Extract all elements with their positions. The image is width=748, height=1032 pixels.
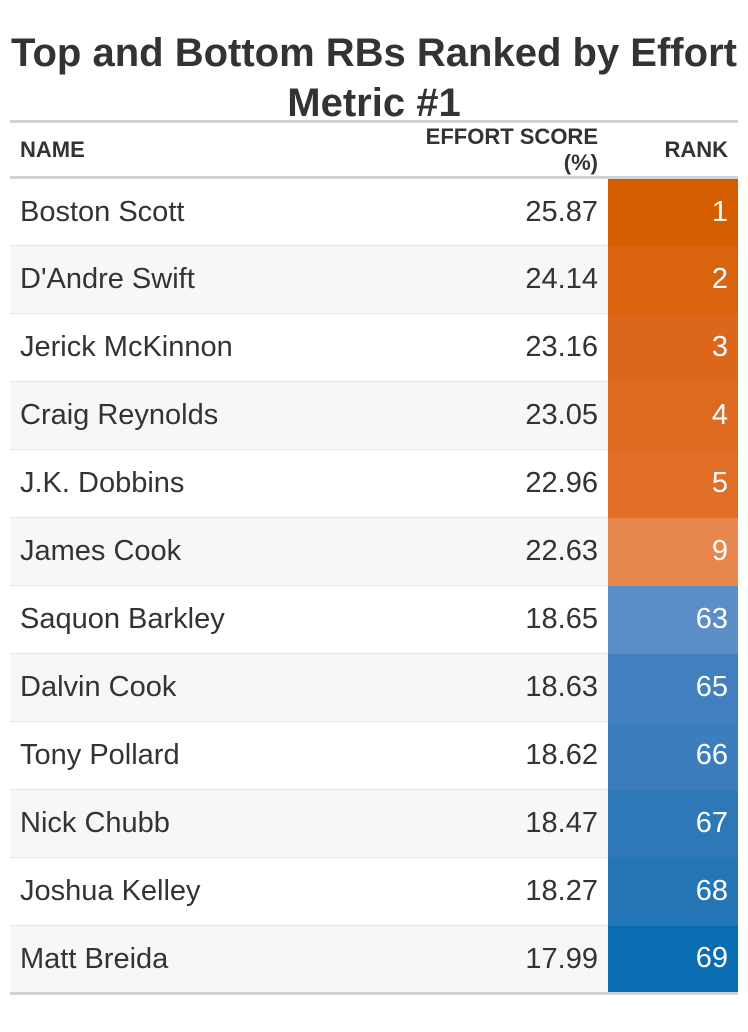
chart-title: Top and Bottom RBs Ranked by Effort Metr… <box>11 31 737 125</box>
header-name: NAME <box>10 121 388 179</box>
table-row: James Cook 22.63 9 <box>10 517 738 586</box>
rank-cell: 2 <box>608 245 738 314</box>
effort-score-cell: 18.47 <box>388 789 608 858</box>
table-row: Dalvin Cook 18.63 65 <box>10 653 738 722</box>
rank-cell: 63 <box>608 585 738 654</box>
effort-score-cell: 18.65 <box>388 585 608 654</box>
table-figure: Top and Bottom RBs Ranked by Effort Metr… <box>10 0 738 995</box>
rank-cell: 9 <box>608 517 738 586</box>
effort-score-cell: 17.99 <box>388 925 608 994</box>
player-name-cell: Dalvin Cook <box>10 653 388 722</box>
table-row: Matt Breida 17.99 69 <box>10 925 738 994</box>
table-row: Joshua Kelley 18.27 68 <box>10 857 738 926</box>
effort-score-cell: 22.96 <box>388 449 608 518</box>
effort-score-cell: 22.63 <box>388 517 608 586</box>
player-name-cell: D'Andre Swift <box>10 245 388 314</box>
ranking-table: NAME EFFORT SCORE (%) RANK Boston Scott 2… <box>10 120 738 995</box>
table-header: NAME EFFORT SCORE (%) RANK <box>10 121 738 179</box>
rank-cell: 66 <box>608 721 738 790</box>
rank-cell: 3 <box>608 313 738 382</box>
effort-score-cell: 23.05 <box>388 381 608 450</box>
effort-score-cell: 23.16 <box>388 313 608 382</box>
table-body: Boston Scott 25.87 1 D'Andre Swift 24.14 2 Jer… <box>10 177 738 994</box>
rank-cell: 1 <box>608 177 738 246</box>
player-name-cell: Joshua Kelley <box>10 857 388 926</box>
player-name-cell: Saquon Barkley <box>10 585 388 654</box>
rank-cell: 65 <box>608 653 738 722</box>
table-row: Craig Reynolds 23.05 4 <box>10 381 738 450</box>
rank-cell: 5 <box>608 449 738 518</box>
player-name-cell: J.K. Dobbins <box>10 449 388 518</box>
table-row: Nick Chubb 18.47 67 <box>10 789 738 858</box>
table-row: D'Andre Swift 24.14 2 <box>10 245 738 314</box>
player-name-cell: Tony Pollard <box>10 721 388 790</box>
effort-score-cell: 18.62 <box>388 721 608 790</box>
player-name-cell: Craig Reynolds <box>10 381 388 450</box>
effort-score-cell: 24.14 <box>388 245 608 314</box>
player-name-cell: Boston Scott <box>20 195 185 228</box>
rank-cell: 4 <box>608 381 738 450</box>
player-name-cell: Jerick McKinnon <box>10 313 388 382</box>
rank-cell: 67 <box>608 789 738 858</box>
table-row: Saquon Barkley 18.65 63 <box>10 585 738 654</box>
header-effort-score: EFFORT SCORE (%) <box>388 121 608 179</box>
player-name-cell: Matt Breida <box>10 925 388 994</box>
effort-score-cell: 18.63 <box>388 653 608 722</box>
header-rank: RANK <box>608 121 738 179</box>
effort-score-cell: 18.27 <box>388 857 608 926</box>
rank-cell: 68 <box>608 857 738 926</box>
table-row: Jerick McKinnon 23.16 3 <box>10 313 738 382</box>
rank-cell: 69 <box>608 925 738 994</box>
player-name-cell: James Cook <box>10 517 388 586</box>
table-row: J.K. Dobbins 22.96 5 <box>10 449 738 518</box>
player-name-cell: Nick Chubb <box>10 789 388 858</box>
table-row: Boston Scott 25.87 1 <box>10 177 738 246</box>
table-row: Tony Pollard 18.62 66 <box>10 721 738 790</box>
effort-score-cell: 25.87 <box>525 195 598 228</box>
